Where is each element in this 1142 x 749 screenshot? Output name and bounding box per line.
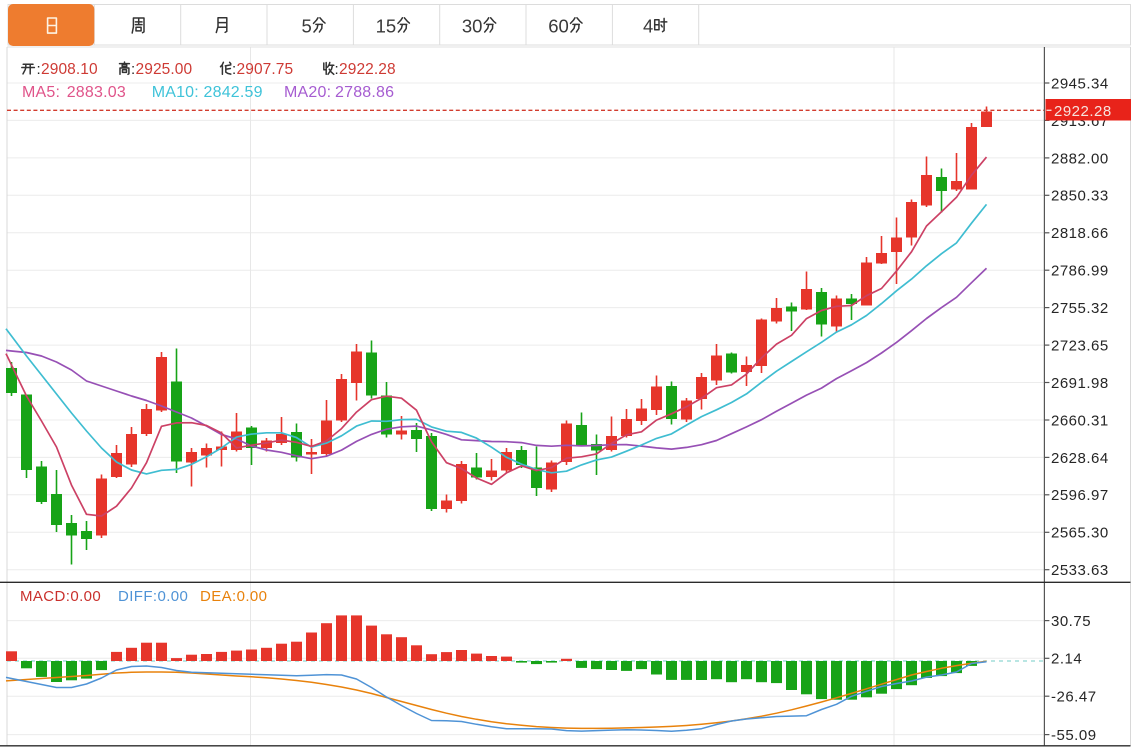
svg-text:2922.28: 2922.28	[339, 61, 396, 78]
svg-text:2786.99: 2786.99	[1051, 263, 1109, 280]
svg-text:2533.63: 2533.63	[1051, 562, 1109, 579]
svg-text:2.14: 2.14	[1051, 651, 1082, 668]
svg-text:2788.86: 2788.86	[335, 84, 394, 101]
svg-text:2908.10: 2908.10	[41, 61, 98, 78]
svg-text:30: 30	[462, 15, 483, 36]
svg-text:2922.28: 2922.28	[1054, 103, 1112, 120]
svg-text:2850.33: 2850.33	[1051, 188, 1109, 205]
svg-text:MACD:0.00: MACD:0.00	[20, 588, 101, 605]
svg-text:4: 4	[643, 15, 653, 36]
svg-text:2755.32: 2755.32	[1051, 300, 1109, 317]
svg-text::: :	[335, 61, 339, 78]
svg-text:MA10:: MA10:	[152, 84, 199, 101]
svg-text:2925.00: 2925.00	[136, 61, 193, 78]
svg-text:2628.64: 2628.64	[1051, 450, 1109, 467]
svg-text:2691.98: 2691.98	[1051, 375, 1109, 392]
svg-text:MA20:: MA20:	[284, 84, 331, 101]
svg-text:15: 15	[376, 15, 397, 36]
svg-text:2842.59: 2842.59	[204, 84, 263, 101]
svg-text:DIFF:0.00: DIFF:0.00	[118, 588, 188, 605]
svg-text:MA5:: MA5:	[22, 84, 60, 101]
svg-text:-26.47: -26.47	[1051, 689, 1097, 706]
svg-text:2596.97: 2596.97	[1051, 487, 1109, 504]
svg-text:30.75: 30.75	[1051, 613, 1091, 630]
svg-text:2818.66: 2818.66	[1051, 225, 1109, 242]
svg-text:5: 5	[302, 15, 312, 36]
svg-text::: :	[37, 61, 41, 78]
svg-text::: :	[131, 61, 135, 78]
svg-text:DEA:0.00: DEA:0.00	[200, 588, 267, 605]
svg-text:2945.34: 2945.34	[1051, 75, 1109, 92]
svg-text:60: 60	[548, 15, 569, 36]
svg-text:2907.75: 2907.75	[237, 61, 294, 78]
svg-text:2882.00: 2882.00	[1051, 150, 1109, 167]
svg-text::: :	[232, 61, 236, 78]
svg-text:2883.03: 2883.03	[67, 84, 126, 101]
svg-text:2565.30: 2565.30	[1051, 525, 1109, 542]
svg-text:2660.31: 2660.31	[1051, 412, 1109, 429]
svg-text:-55.09: -55.09	[1051, 727, 1097, 744]
svg-text:2723.65: 2723.65	[1051, 338, 1109, 355]
